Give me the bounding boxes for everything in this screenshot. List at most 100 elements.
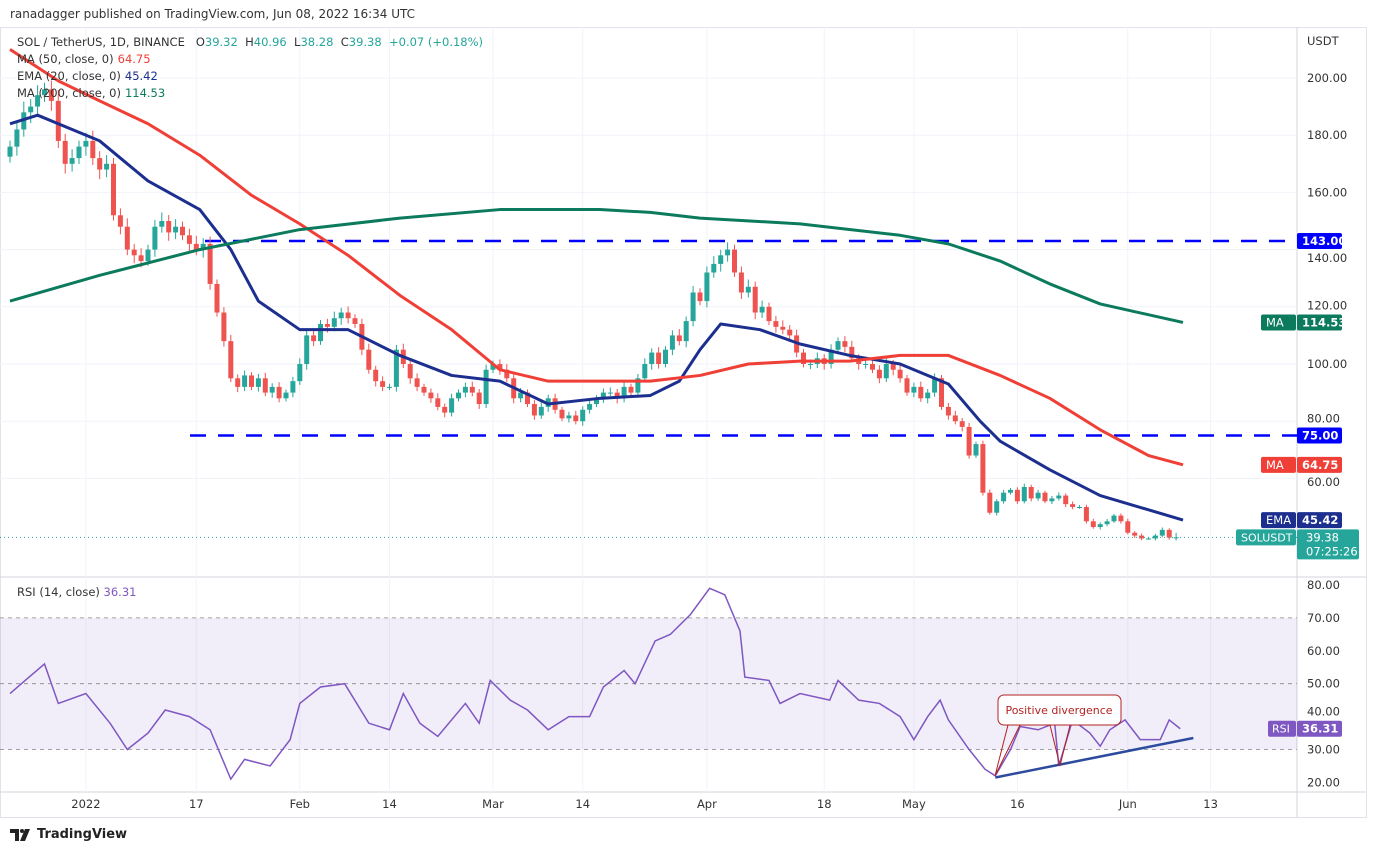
candle-body [621,386,627,399]
indicator-name-tag [1261,512,1296,529]
level-price-label: 143.00 [1302,234,1346,248]
rsi-tick-label: 50.00 [1307,677,1340,691]
rsi-line [9,587,1181,781]
candle-body [1035,492,1041,499]
price-tick-label: 100.00 [1307,357,1347,371]
indicator-value-label: 45.42 [1302,513,1338,527]
rsi-name-tag [1268,720,1296,737]
rsi-value: 36.31 [103,585,137,599]
candle-body [718,255,724,264]
candle-body [614,392,620,399]
ma50-legend[interactable]: MA (50, close, 0) 64.75 [17,51,483,68]
low-label: L [294,35,301,49]
candle-body [890,364,896,370]
tradingview-logo[interactable]: TradingView [10,827,127,842]
close-label: C [340,35,349,49]
candle-body [1042,492,1048,502]
candle-body [566,415,572,419]
candle-body [876,369,882,379]
candle-body [628,386,634,393]
candle-body [559,409,565,419]
candle-body [732,249,737,273]
candle-body [97,158,103,170]
indicator-name-tag [1261,456,1296,473]
candle-body [952,415,958,422]
candle-body [242,375,248,387]
candle-body [1063,495,1069,505]
candle-body [48,89,54,101]
candle-body [393,349,399,387]
candle-body [531,404,537,416]
candle-body [14,129,20,147]
indicator-line-ema [9,113,1184,522]
candle-body [773,321,779,327]
candle-body [807,364,813,365]
tradingview-logo-icon [10,828,30,841]
high-value: 40.96 [253,35,287,49]
ma200-legend[interactable]: MA (200, close, 0) 114.53 [17,85,483,102]
candle-body [76,146,82,159]
candle-body [228,341,234,379]
rsi-value-label: 36.31 [1302,722,1338,736]
countdown-label: 07:25:26 [1306,544,1358,558]
candle-body [1139,535,1145,539]
rsi-trendline [995,736,1194,779]
candle-body [428,392,434,399]
candle-body [407,364,413,379]
indicator-value-label: 114.53 [1302,315,1346,329]
candle-body [863,364,869,365]
candle-body [311,335,317,342]
ma50-label: MA (50, close, 0) [17,52,114,66]
candle-body [642,364,648,379]
candle-body [1077,507,1082,508]
rsi-tick-label: 80.00 [1307,578,1340,592]
ema20-value: 45.42 [124,69,158,83]
candle-body [663,349,668,364]
candle-body [1001,492,1007,502]
symbol-tag [1236,529,1296,546]
candle-body [918,386,924,399]
indicator-line-ma [9,48,1184,467]
candle-body [462,386,468,393]
candle-body [318,323,323,342]
candle-body [911,386,917,393]
annotation-label: Positive divergence [1005,704,1112,717]
time-tick-label: Apr [697,797,717,811]
symbol-title[interactable]: SOL / TetherUS, 1D, BINANCE [17,35,185,49]
candle-body [255,378,261,387]
indicator-name-label: EMA [1266,513,1291,527]
candle-body [849,346,855,359]
candle-body [780,326,786,330]
candle-body [297,364,303,382]
candle-body [262,378,268,393]
candle-body [449,398,455,413]
candle-body [69,158,75,164]
candle-body [766,306,772,322]
candle-body [525,392,530,405]
candle-body [152,226,158,250]
candle-body [7,146,13,157]
candle-body [387,386,392,388]
candle-body [166,221,172,233]
candle-body [469,386,475,393]
price-tick-label: 120.00 [1307,298,1347,312]
time-tick-label: 17 [189,797,204,811]
candle-body [966,426,972,456]
candle-body [745,286,751,293]
candle-body [573,415,579,422]
candle-body [221,312,227,342]
rsi-tick-label: 40.00 [1307,705,1340,719]
candle-body [269,386,275,393]
candle-body [504,369,510,379]
candle-body [380,381,386,387]
price-tick-label: 160.00 [1307,185,1347,199]
candle-body [600,392,606,399]
candle-body [656,352,662,364]
ema20-legend[interactable]: EMA (20, close, 0) 45.42 [17,68,483,85]
rsi-legend[interactable]: RSI (14, close) 36.31 [17,585,136,599]
level-price-label: 75.00 [1302,429,1338,443]
rsi-value-tag [1297,720,1342,737]
candle-body [290,381,296,393]
